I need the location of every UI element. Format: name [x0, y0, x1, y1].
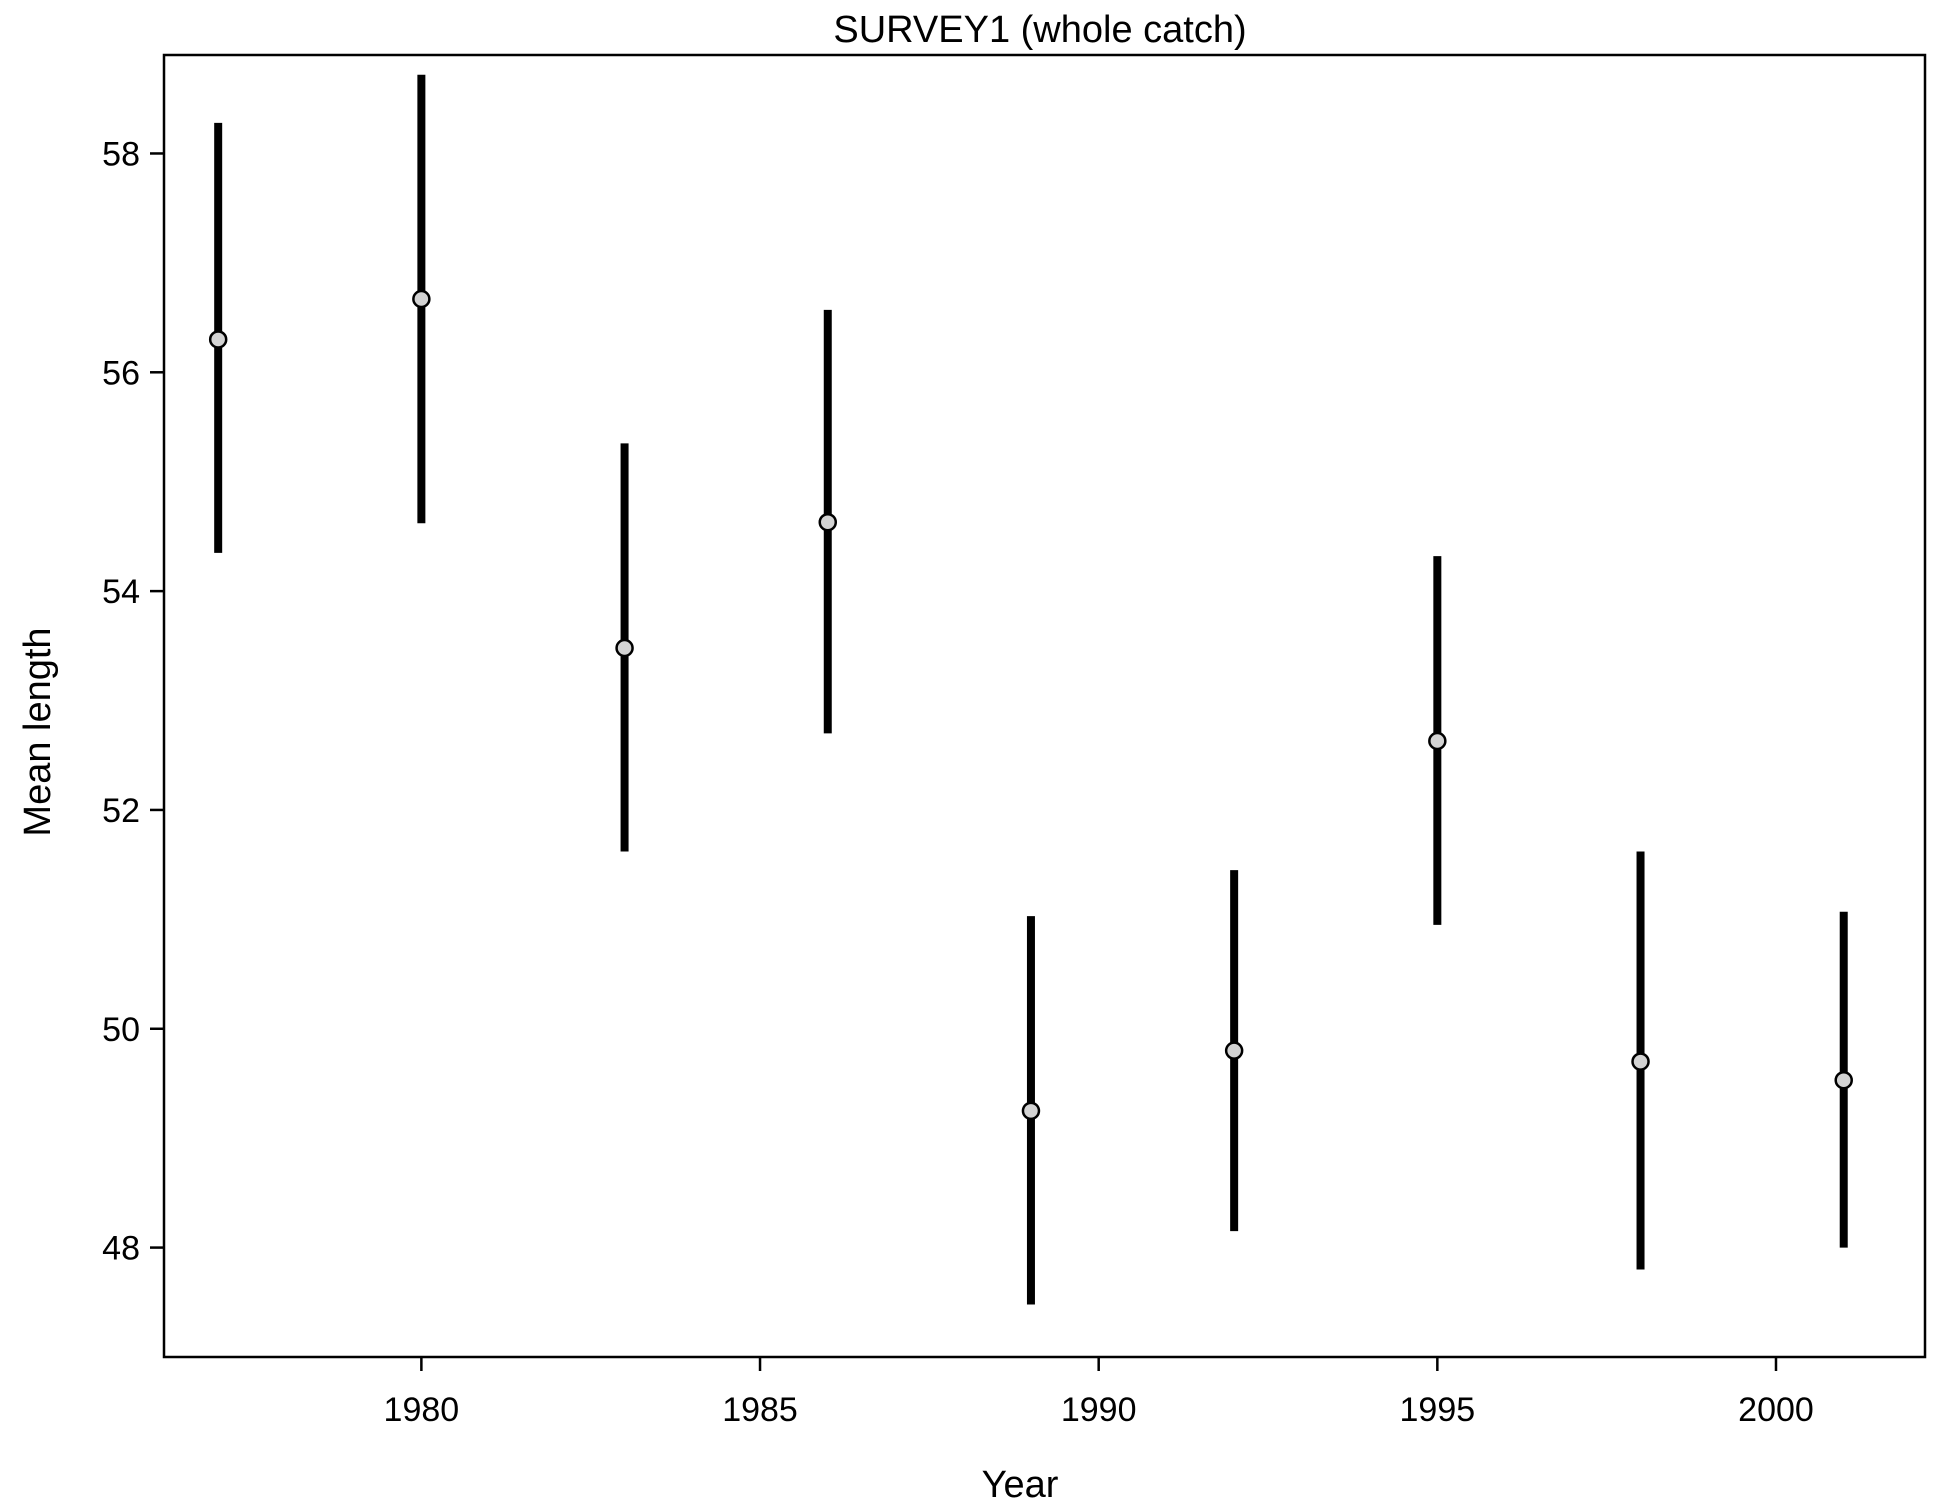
x-axis-title: Year [982, 1464, 1059, 1500]
data-series [208, 74, 1853, 1305]
y-tick-label-52: 52 [102, 792, 140, 830]
x-tick-label-1980: 1980 [384, 1391, 460, 1429]
y-tick-label-56: 56 [102, 354, 140, 392]
data-point-1983 [615, 638, 634, 658]
data-point-1977 [208, 330, 228, 349]
data-point-1995 [1428, 731, 1447, 751]
data-point-1998 [1631, 1052, 1650, 1071]
y-tick-label-54: 54 [102, 573, 140, 611]
x-axis: 1980 1985 1990 1995 2000 [384, 1357, 1814, 1429]
data-point-1980 [412, 289, 431, 309]
x-tick-label-1995: 1995 [1400, 1391, 1476, 1429]
data-point-1986 [818, 512, 838, 532]
x-tick-label-1990: 1990 [1061, 1391, 1137, 1429]
data-point-2001 [1834, 1070, 1853, 1090]
y-tick-label-48: 48 [102, 1230, 140, 1268]
y-tick-label-50: 50 [102, 1011, 140, 1049]
data-point-1992 [1224, 1041, 1244, 1060]
y-axis-title: Mean length [17, 627, 59, 836]
data-point-1989 [1021, 1101, 1041, 1121]
y-tick-label-58: 58 [102, 135, 140, 173]
x-tick-label-1985: 1985 [722, 1391, 798, 1429]
plot-frame [162, 53, 1927, 1359]
chart-title: SURVEY1 (whole catch) [833, 9, 1246, 51]
y-axis: 48 50 52 54 56 58 [102, 135, 164, 1268]
x-tick-label-2000: 2000 [1738, 1391, 1814, 1429]
